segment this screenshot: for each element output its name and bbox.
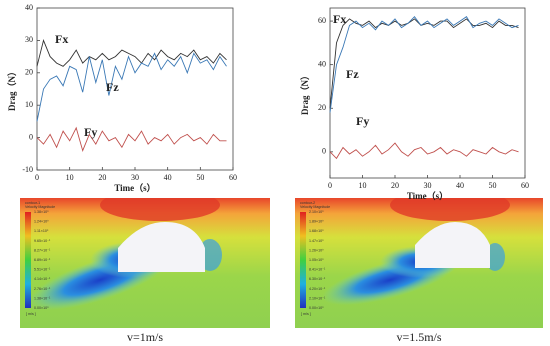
x-tick-label: 60 (521, 181, 529, 190)
x-tick-label: 0 (35, 173, 39, 182)
x-tick-label: 30 (424, 181, 432, 190)
contour-image (20, 198, 270, 328)
y-tick-label: 0 (29, 132, 33, 141)
legend-label: 1.26×10⁰ (309, 248, 324, 252)
legend-label: 1.89×10⁰ (309, 220, 324, 224)
y-axis-title: Drag（N） (300, 71, 310, 115)
legend-label: 1.05×10⁰ (309, 258, 324, 262)
x-tick-label: 30 (131, 173, 139, 182)
legend-title: contour-2 (300, 201, 315, 205)
legend-label: 1.38×10⁻¹ (34, 296, 51, 300)
series-label: Fz (346, 67, 359, 81)
y-tick-label: -10 (22, 165, 33, 174)
y-axis-title: Drag（N） (7, 67, 17, 111)
legend-label: 4.20×10⁻¹ (309, 287, 326, 291)
x-tick-label: 10 (66, 173, 74, 182)
series-line (329, 16, 519, 113)
legend-label: 0.00×10⁰ (34, 306, 49, 310)
series-label: Fy (356, 114, 369, 128)
legend-label: 6.30×10⁻¹ (309, 277, 326, 281)
legend-label: 2.10×10⁻¹ (309, 296, 326, 300)
series-line (36, 52, 227, 122)
series-label: Fx (55, 32, 68, 46)
legend-label: 0.00×10⁰ (309, 306, 324, 310)
legend-unit: [ m/s ] (26, 312, 36, 316)
y-tick-label: 40 (25, 3, 33, 12)
y-tick-label: 10 (25, 100, 33, 109)
series-label: Fy (84, 125, 97, 139)
legend-subtitle: Velocity Magnitude (25, 205, 55, 209)
caption: v=1.5m/s (396, 330, 441, 344)
legend-label: 8.27×10⁻¹ (34, 248, 51, 252)
legend-label: 5.51×10⁻¹ (34, 268, 51, 272)
legend-label: 1.47×10⁰ (309, 239, 324, 243)
legend-label: 2.10×10⁰ (309, 210, 324, 214)
legend-label: 6.89×10⁻¹ (34, 258, 51, 262)
legend-unit: [ m/s ] (301, 312, 311, 316)
legend-label: 8.41×10⁻¹ (309, 268, 326, 272)
legend-title: contour-1 (25, 201, 40, 205)
contour-image (295, 198, 543, 328)
series-label: Fz (106, 80, 119, 94)
y-tick-label: 60 (318, 16, 326, 25)
legend-label: 1.24×10⁰ (34, 220, 49, 224)
x-tick-label: 10 (359, 181, 367, 190)
series-line (36, 38, 227, 67)
caption: v=1m/s (127, 330, 163, 344)
series-line (36, 126, 227, 152)
legend-label: 1.38×10⁰ (34, 210, 49, 214)
x-tick-label: 50 (489, 181, 497, 190)
y-tick-label: 40 (318, 59, 326, 68)
x-tick-label: 40 (456, 181, 464, 190)
color-bar (300, 212, 306, 308)
x-tick-label: 0 (328, 181, 332, 190)
y-tick-label: 30 (25, 35, 33, 44)
series-label: Fx (333, 12, 346, 26)
x-tick-label: 20 (391, 181, 399, 190)
y-tick-label: 0 (322, 147, 326, 156)
legend-label: 1.11×10⁰ (34, 229, 49, 233)
x-axis-title: Time（s） (407, 191, 448, 201)
legend-label: 2.76×10⁻¹ (34, 287, 51, 291)
y-tick-label: 20 (25, 68, 33, 77)
x-tick-label: 60 (229, 173, 237, 182)
series-line (329, 142, 519, 160)
color-bar (25, 212, 31, 308)
x-axis-title: Time（s） (114, 183, 155, 193)
x-tick-label: 40 (164, 173, 172, 182)
legend-label: 4.14×10⁻¹ (34, 277, 51, 281)
legend-subtitle: Velocity Magnitude (300, 205, 330, 209)
legend-label: 9.65×10⁻¹ (34, 239, 51, 243)
series-line (329, 18, 519, 109)
x-tick-label: 20 (98, 173, 106, 182)
y-tick-label: 20 (318, 103, 326, 112)
x-tick-label: 50 (196, 173, 204, 182)
legend-label: 1.68×10⁰ (309, 229, 324, 233)
